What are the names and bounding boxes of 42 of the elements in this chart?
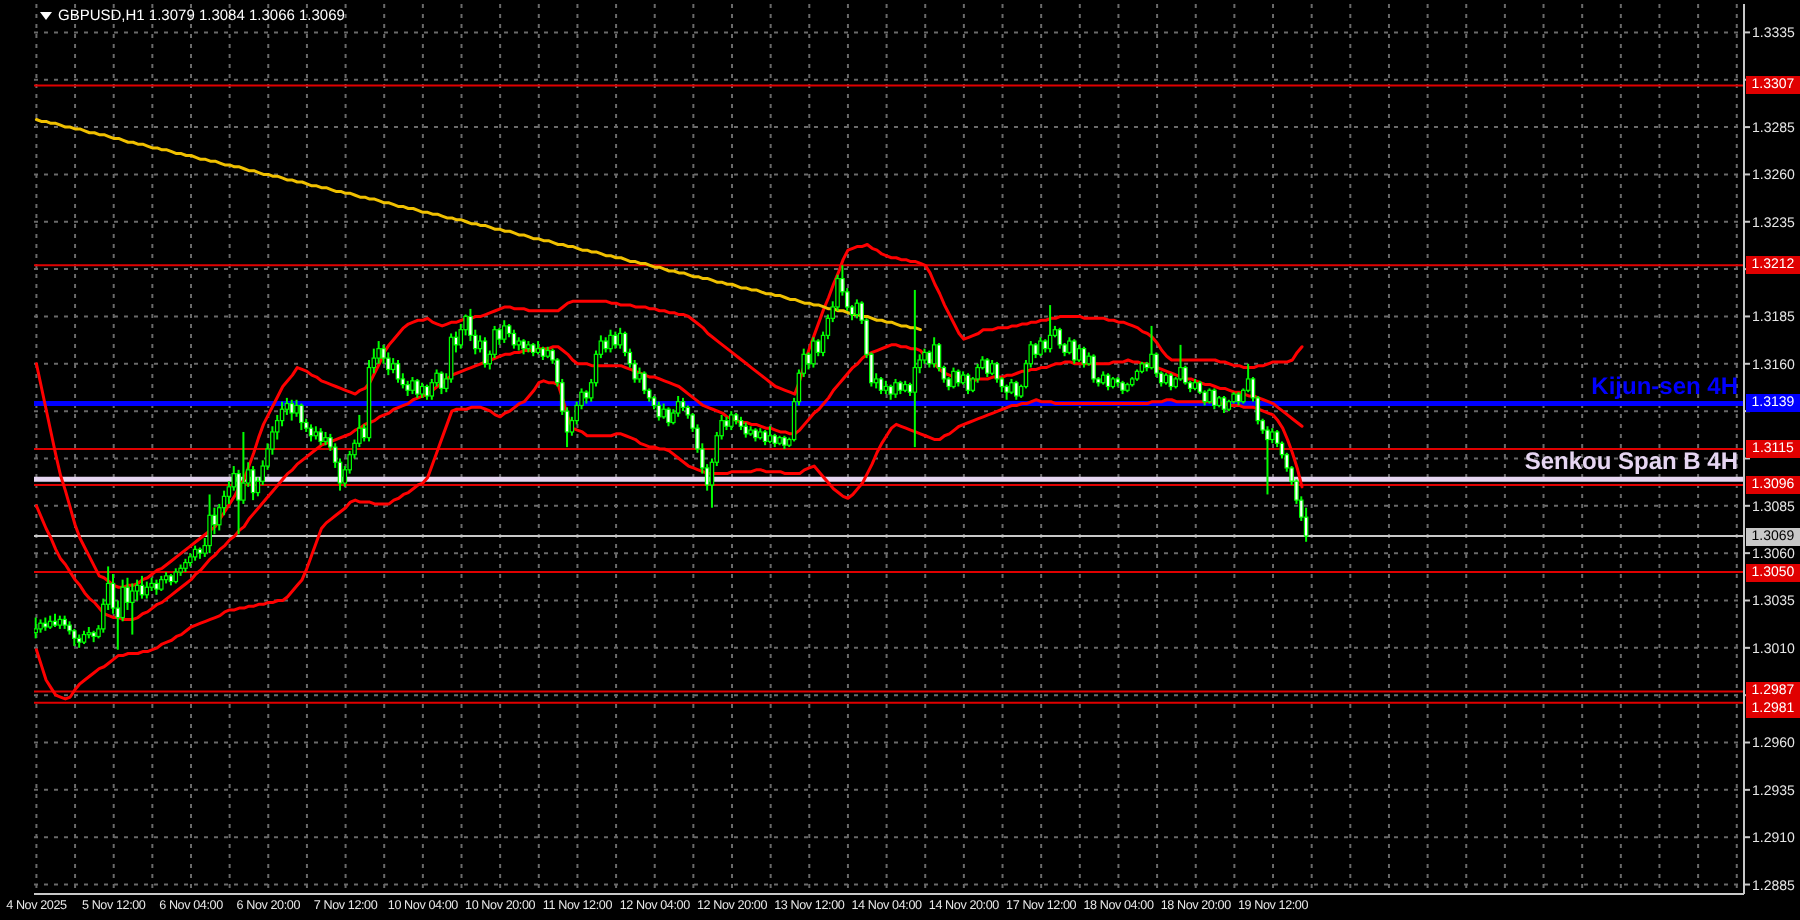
candlestick <box>656 400 662 422</box>
ref-line-label: Senkou Span B 4H <box>1524 447 1738 476</box>
candlestick <box>130 582 135 636</box>
candlestick <box>675 394 681 418</box>
candlestick <box>1071 338 1077 365</box>
candlestick <box>1038 336 1043 358</box>
candlestick <box>458 323 464 350</box>
candlestick <box>34 616 38 640</box>
candlestick <box>985 357 990 379</box>
candlestick <box>395 359 401 384</box>
candlestick <box>1091 353 1096 384</box>
ref-line-label: Kijun-sen 4H <box>1591 371 1738 400</box>
candlestick <box>1265 425 1270 496</box>
candlestick <box>1057 326 1063 350</box>
candlestick <box>617 326 623 350</box>
candlestick <box>429 377 435 401</box>
candlestick <box>975 362 980 384</box>
candlestick <box>376 340 381 365</box>
candlestick <box>501 319 507 344</box>
line-series <box>34 379 1304 701</box>
candlestick <box>1178 343 1183 382</box>
candlestick <box>207 493 212 555</box>
candlestick <box>608 328 613 354</box>
candlestick <box>965 372 971 396</box>
candlestick <box>1149 324 1154 371</box>
candlestick <box>951 366 956 390</box>
candlestick <box>439 370 444 396</box>
candlestick <box>931 336 937 369</box>
candlestick <box>386 351 391 377</box>
candlestick <box>415 377 420 399</box>
candlestick <box>811 336 816 369</box>
candlestick <box>666 406 671 428</box>
candlestick <box>289 398 294 422</box>
candlestick <box>511 328 517 350</box>
candlestick <box>1013 379 1019 401</box>
candlestick <box>642 370 647 396</box>
candlestick <box>1212 387 1217 411</box>
line-series <box>34 118 922 332</box>
candlestick <box>299 402 304 432</box>
candlestick <box>994 360 1000 384</box>
candlestick <box>893 377 898 399</box>
candlestick <box>728 410 734 432</box>
